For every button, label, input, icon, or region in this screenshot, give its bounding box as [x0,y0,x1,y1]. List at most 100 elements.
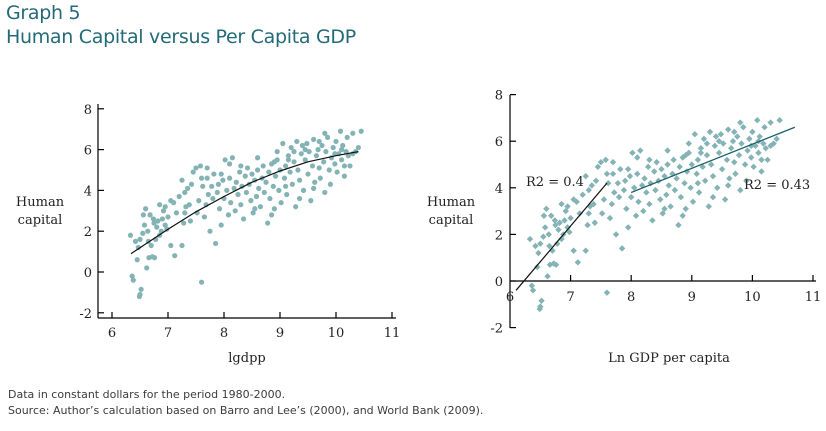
data-point [129,273,135,279]
data-point [700,135,708,143]
data-point [626,172,634,180]
data-point [130,277,136,283]
data-point [561,217,568,224]
left-y-tick-label: 2 [84,225,92,240]
data-point [606,214,614,222]
data-point [634,154,641,161]
data-point [308,198,314,204]
right-fit-line-low [515,182,608,291]
data-point [726,175,733,182]
data-point [341,163,347,169]
data-point [754,117,761,124]
data-point [602,156,609,164]
data-point [715,138,723,145]
data-point [132,238,139,244]
data-point [283,163,289,169]
data-point [555,226,562,233]
data-point [151,220,157,226]
data-point [235,191,241,198]
data-point [664,161,671,168]
data-point [579,191,586,198]
data-point [738,140,745,147]
data-point [315,147,321,153]
data-point [337,128,344,134]
data-point [190,169,196,175]
data-point [671,186,679,194]
data-point [544,273,551,280]
data-point [612,231,620,238]
left-x-axis-title: lgdpp [228,351,265,366]
data-point [144,265,150,271]
data-point [737,119,744,126]
data-point [137,236,143,242]
data-point [737,186,744,194]
data-point [685,149,692,157]
data-point [724,126,732,133]
data-point [598,210,606,217]
data-point [618,245,626,252]
data-point [358,128,364,134]
data-point [274,149,280,155]
data-point [574,259,582,266]
data-point [327,181,333,187]
data-point [564,203,571,210]
data-point [207,228,213,234]
data-point [687,184,694,191]
data-point [287,169,293,175]
data-point [343,149,349,155]
data-point [546,261,554,268]
data-point [717,131,725,138]
data-point [302,157,308,163]
data-point [694,179,702,187]
right-x-axis-title: Ln GDP per capita [608,351,730,366]
data-point [204,175,210,181]
data-point [760,140,767,147]
data-point [638,182,646,189]
data-point [540,233,547,240]
data-point [271,206,277,212]
data-point [703,151,711,159]
left-y-tick-label: 4 [84,184,92,199]
data-point [661,205,668,212]
data-point [284,191,290,198]
data-point [151,255,158,261]
left-x-tick-label: 10 [328,326,345,341]
data-point [249,171,255,177]
data-point [670,156,677,164]
data-point [582,247,589,254]
data-point [355,144,361,151]
data-point [288,144,294,151]
data-point [584,221,591,229]
data-point [257,204,263,210]
data-point [721,196,729,203]
data-point [243,189,249,196]
data-point [228,200,234,206]
data-point [317,175,323,181]
data-point [141,222,148,228]
data-point [227,175,233,181]
data-point [173,210,179,216]
left-chart: -2 0 2 4 6 8 6 7 8 9 10 11 Human capital lgdpp [16,103,400,366]
data-point [591,219,599,226]
data-point [332,161,338,167]
data-point [764,156,771,164]
data-point [570,247,577,254]
data-point [564,224,571,231]
data-point [238,202,244,208]
data-point [608,200,616,208]
data-point [160,208,167,214]
right-x-tick-label: 6 [506,290,514,305]
data-point [621,177,629,185]
data-point [679,212,686,219]
data-point [168,198,174,204]
data-point [267,195,273,202]
data-point [218,222,224,228]
data-point [734,133,741,140]
data-point [193,165,199,171]
data-point [256,185,262,191]
data-point [620,186,628,194]
r2-annotation-low: R2 = 0.4 [526,175,584,190]
data-point [222,157,228,163]
data-point [300,187,307,193]
data-point [127,232,134,238]
